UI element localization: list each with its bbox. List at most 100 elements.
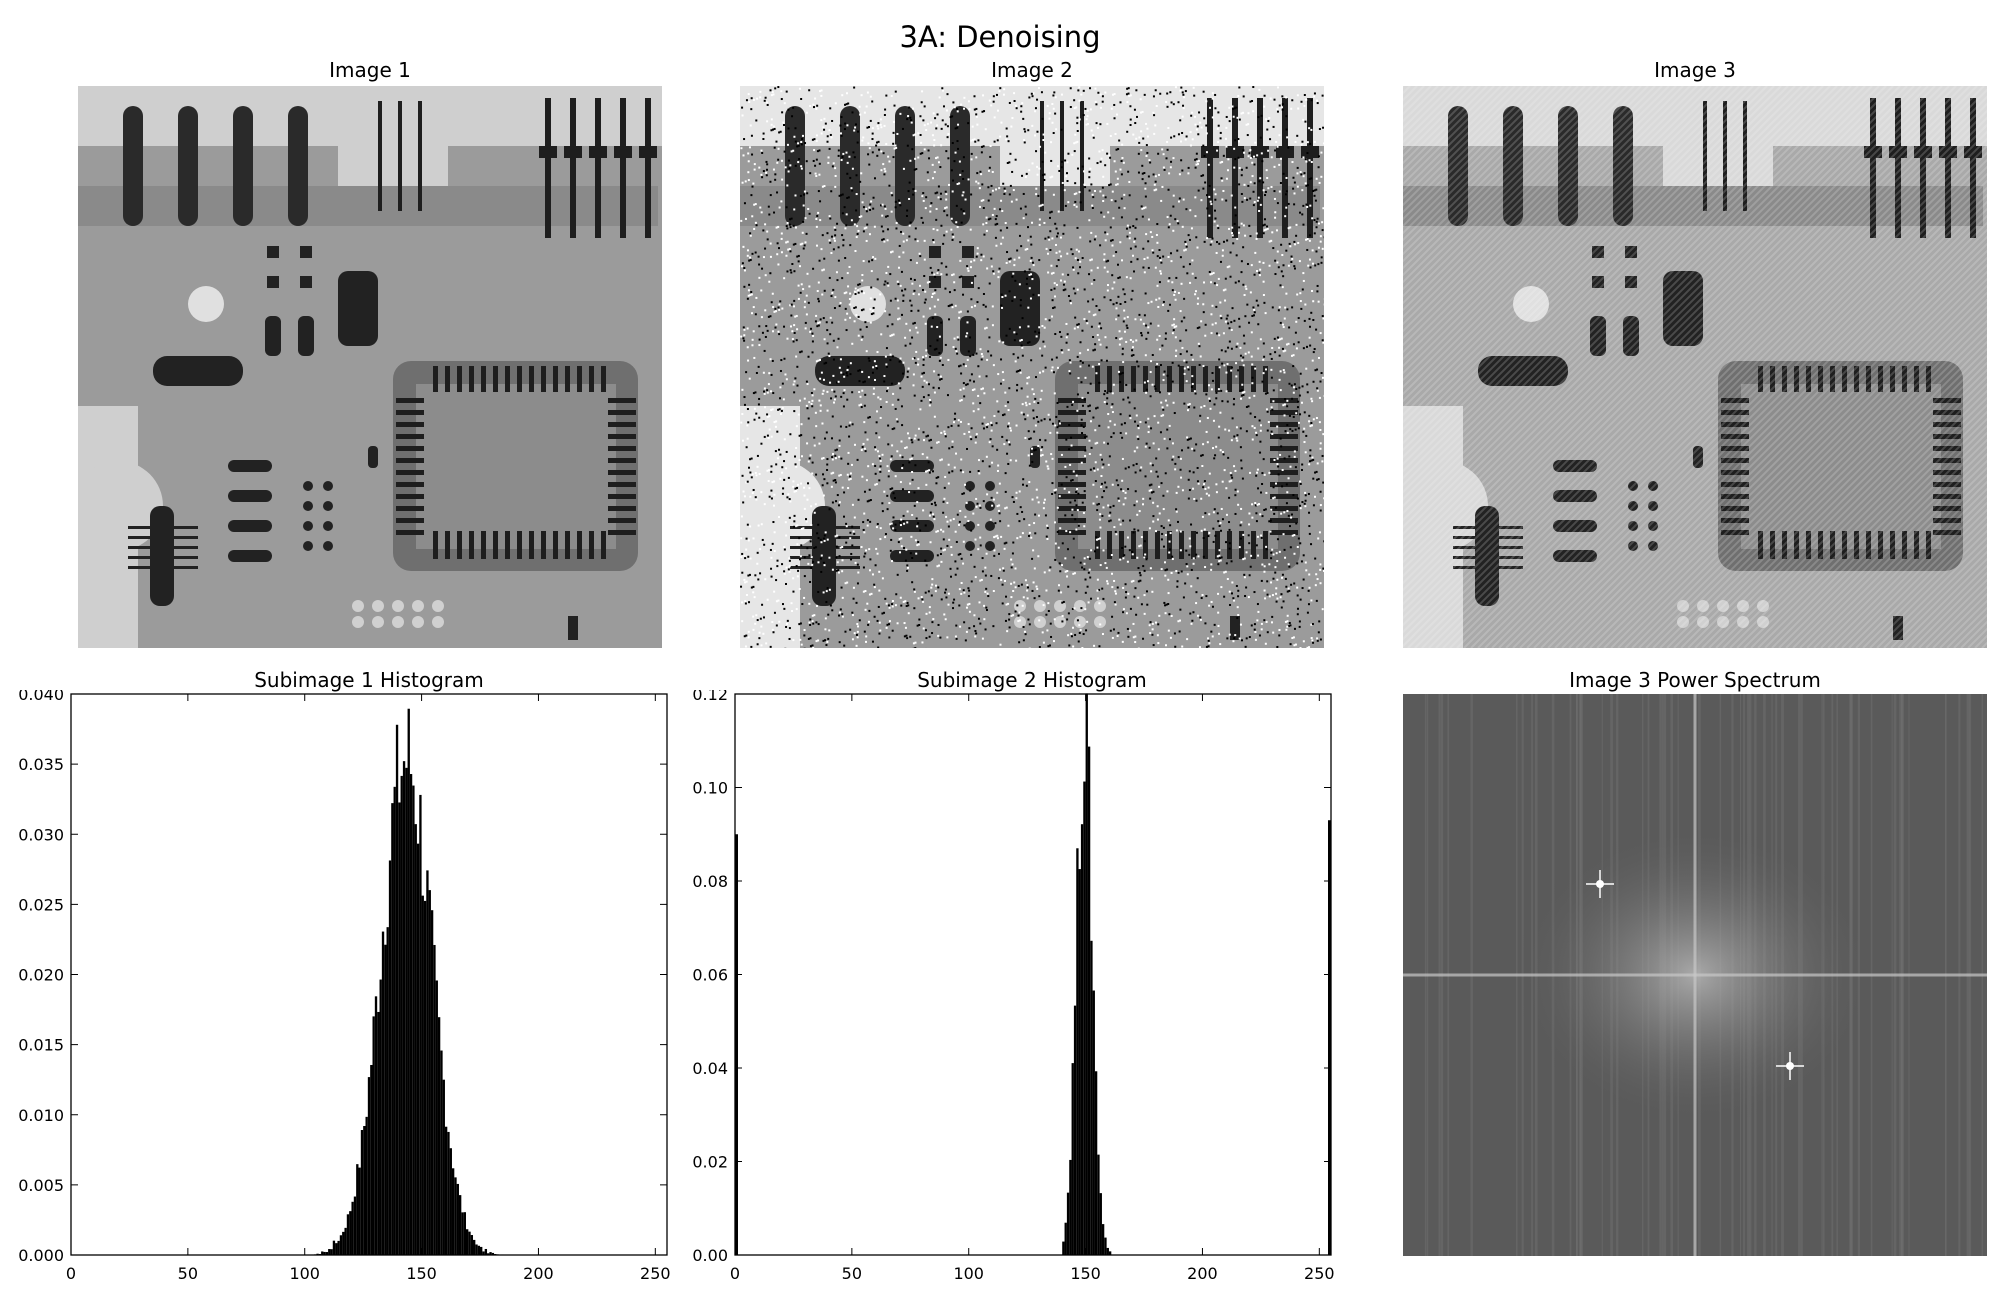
histogram-bar — [477, 1245, 481, 1255]
x-tick-label: 150 — [406, 1264, 437, 1283]
histogram-bar — [351, 1201, 354, 1255]
histogram-bar — [402, 761, 406, 1255]
y-tick-label: 0.02 — [692, 1153, 728, 1172]
x-tick-label: 200 — [523, 1264, 554, 1283]
histogram-bar — [430, 910, 434, 1255]
y-tick-label: 0.010 — [18, 1106, 64, 1125]
x-tick-label: 0 — [730, 1264, 740, 1283]
histogram-bar — [398, 802, 401, 1255]
histogram-bar — [1076, 848, 1079, 1255]
histogram-spike-bar — [1328, 820, 1331, 1255]
histogram-bar — [386, 927, 389, 1255]
image-3-title: Image 3 — [1654, 58, 1736, 82]
x-tick-label: 50 — [842, 1264, 862, 1283]
histogram-bar — [449, 1148, 452, 1255]
x-tick-label: 0 — [66, 1264, 76, 1283]
histogram-bar — [433, 944, 436, 1255]
histogram-spike-bar — [735, 834, 738, 1255]
histogram-bar — [365, 1116, 368, 1255]
histogram-bar — [356, 1164, 359, 1255]
histogram-bar — [461, 1212, 464, 1255]
y-tick-label: 0.020 — [18, 966, 64, 985]
histogram-bar — [332, 1240, 336, 1255]
histogram-bar — [487, 1253, 490, 1255]
x-tick-label: 150 — [1070, 1264, 1101, 1283]
x-tick-label: 250 — [640, 1264, 671, 1283]
y-tick-label: 0.12 — [692, 690, 728, 704]
histogram-bar — [321, 1251, 324, 1255]
histogram-bar — [470, 1235, 474, 1255]
histogram-bar — [1085, 693, 1088, 1255]
spectrum-title: Image 3 Power Spectrum — [1569, 668, 1821, 692]
y-tick-label: 0.040 — [18, 690, 64, 704]
histogram-bar — [484, 1248, 488, 1255]
y-tick-label: 0.10 — [692, 779, 728, 798]
histogram-bar — [1083, 781, 1086, 1255]
histogram-bar — [489, 1252, 492, 1255]
y-tick-label: 0.005 — [18, 1176, 64, 1195]
y-tick-label: 0.000 — [18, 1246, 64, 1265]
histogram-1-title: Subimage 1 Histogram — [254, 668, 484, 692]
histogram-bar — [1106, 1247, 1109, 1255]
y-tick-label: 0.035 — [18, 755, 64, 774]
histogram-1-chart: 0 50 100 150 200 250 0.000 0.005 0.010 0.015 0.020… — [18, 690, 671, 1283]
histogram-bar — [328, 1249, 331, 1255]
histogram-bar — [409, 774, 413, 1255]
axes-frame — [734, 693, 1332, 1256]
histogram-bar — [475, 1244, 478, 1255]
histogram-bar — [388, 860, 392, 1255]
histogram-bar — [323, 1251, 326, 1255]
image-1-pcb-xray — [78, 86, 662, 648]
histogram-bar — [1092, 990, 1095, 1255]
x-tick-label: 200 — [1187, 1264, 1218, 1283]
histogram-bar — [360, 1130, 364, 1255]
histogram-bar — [349, 1211, 352, 1255]
y-tick-label: 0.08 — [692, 872, 728, 891]
histogram-bar — [416, 843, 420, 1255]
y-tick-label: 0.06 — [692, 966, 728, 985]
histogram-bar — [412, 785, 415, 1255]
histogram-bar — [482, 1251, 485, 1255]
histogram-2-title: Subimage 2 Histogram — [917, 668, 1147, 692]
histogram-bar — [377, 1011, 380, 1255]
histogram-bar — [393, 786, 396, 1255]
histogram-bar — [458, 1195, 462, 1255]
histogram-bar — [463, 1212, 466, 1255]
histogram-bar — [1087, 746, 1091, 1255]
histogram-bar — [367, 1077, 371, 1255]
histogram-bar — [465, 1229, 469, 1255]
image-2-pcb-xray-noisy — [740, 86, 1324, 648]
histogram-bar — [353, 1196, 357, 1255]
y-tick-label: 0.015 — [18, 1036, 64, 1055]
histogram-bar — [330, 1249, 333, 1255]
histogram-bar — [363, 1126, 366, 1255]
x-tick-label: 50 — [178, 1264, 198, 1283]
histogram-bar — [473, 1239, 476, 1255]
histogram-bar — [428, 890, 431, 1255]
figure-suptitle: 3A: Denoising — [899, 20, 1101, 54]
histogram-bar — [400, 775, 403, 1255]
histogram-bar — [335, 1243, 338, 1255]
histogram-bar — [444, 1126, 448, 1255]
x-tick-label: 100 — [289, 1264, 320, 1283]
histogram-bar — [346, 1214, 350, 1255]
histogram-bar — [1071, 1063, 1074, 1255]
histogram-bar — [480, 1246, 483, 1255]
histogram-bar — [454, 1177, 457, 1255]
histogram-bar — [414, 824, 417, 1255]
histogram-bar — [358, 1167, 361, 1255]
histogram-bar — [421, 895, 424, 1255]
y-tick-label: 0.025 — [18, 895, 64, 914]
histogram-bar — [381, 931, 385, 1255]
histogram-bar — [1064, 1222, 1067, 1255]
histogram-bar — [1062, 1241, 1065, 1255]
histogram-bar — [325, 1252, 329, 1255]
histogram-bar — [405, 767, 408, 1255]
x-tick-label: 250 — [1304, 1264, 1335, 1283]
histogram-bar — [1080, 824, 1084, 1255]
histogram-bar — [391, 803, 394, 1255]
histogram-bar — [1097, 1154, 1100, 1255]
histogram-bar — [1090, 940, 1093, 1255]
histogram-bar — [442, 1079, 445, 1255]
